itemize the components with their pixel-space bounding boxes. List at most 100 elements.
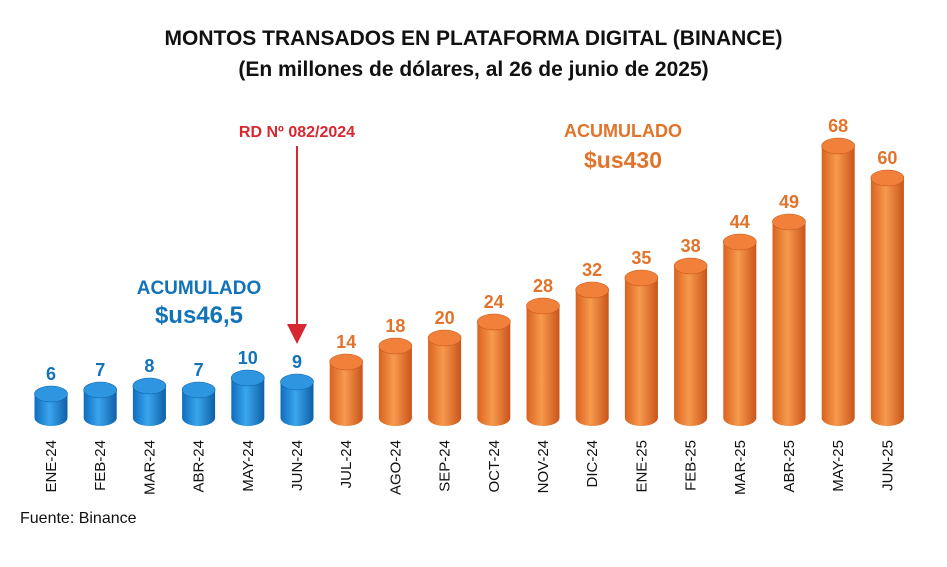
bar-cap	[722, 233, 757, 251]
bar-body	[329, 362, 363, 418]
chart-subtitle: (En millones de dólares, al 26 de junio …	[238, 58, 709, 81]
bar-body	[674, 266, 708, 418]
category-label: SEP-24	[437, 440, 454, 492]
bar-abr-25: 49 ABR-25	[772, 192, 806, 493]
bar-cap	[83, 381, 117, 399]
bar-value-label: 38	[681, 236, 701, 256]
bar-bottom	[821, 410, 855, 426]
bar-bottom	[575, 410, 609, 426]
bar-cap	[624, 269, 659, 287]
category-label: MAR-25	[732, 440, 749, 495]
bar-cap	[132, 377, 167, 395]
bar-body	[477, 322, 511, 418]
category-label: FEB-24	[92, 440, 109, 491]
bar-bottom	[231, 410, 265, 426]
bar-cap	[329, 353, 364, 371]
category-label: MAY-24	[240, 440, 257, 492]
bar-mar-25: 44 MAR-25	[722, 212, 757, 495]
bar-oct-24: 24 OCT-24	[476, 292, 511, 493]
bar-mar-24: 8 MAR-24	[132, 356, 167, 495]
bar-may-25: 68 MAY-25	[821, 116, 856, 492]
bar-ene-25: 35 ENE-25	[624, 248, 659, 493]
cut-off-text-line	[0, 561, 947, 567]
bar-value-label: 68	[828, 116, 848, 136]
bar-jun-25: 60 JUN-25	[870, 148, 905, 491]
bar-bottom	[723, 410, 757, 426]
bar-jun-24: 9 JUN-24	[280, 352, 314, 491]
category-label: JUN-25	[879, 440, 896, 491]
category-label: ENE-24	[43, 440, 60, 493]
bar-value-label: 7	[95, 360, 105, 380]
bar-cap	[673, 257, 708, 275]
bar-value-label: 9	[292, 352, 302, 372]
source-note: Fuente: Binance	[20, 510, 137, 527]
bar-cap	[821, 137, 856, 155]
bar-cap	[231, 369, 265, 387]
bar-value-label: 14	[336, 332, 356, 352]
bar-bottom	[428, 410, 462, 426]
bar-cap	[378, 337, 413, 355]
cumulative-blue-label: ACUMULADO	[137, 278, 262, 299]
bar-cap	[526, 297, 560, 315]
category-label: JUN-24	[289, 440, 306, 491]
bar-value-label: 20	[435, 308, 455, 328]
bar-bottom	[132, 410, 166, 426]
annotations-group: RD Nº 082/2024 ACUMULADO $us46,5 ACUMULADO $…	[137, 121, 682, 344]
category-label: MAR-24	[141, 440, 158, 495]
bar-cap	[772, 213, 806, 231]
bar-bottom	[182, 410, 216, 426]
bar-body	[428, 338, 462, 418]
bar-cap	[575, 281, 610, 299]
bar-dic-24: 32 DIC-24	[575, 260, 610, 488]
bar-bottom	[280, 410, 314, 426]
cumulative-blue-value: $us46,5	[155, 302, 243, 329]
bar-value-label: 10	[238, 348, 258, 368]
bar-cap	[34, 385, 68, 403]
bar-bottom	[378, 410, 412, 426]
bar-ene-24: 6 ENE-24	[34, 364, 68, 493]
bar-body	[870, 178, 904, 418]
bar-value-label: 28	[533, 276, 553, 296]
bar-cap	[870, 169, 905, 187]
bar-value-label: 7	[194, 360, 204, 380]
bar-body	[772, 222, 806, 418]
bar-bottom	[83, 410, 117, 426]
bar-value-label: 35	[631, 248, 651, 268]
bar-value-label: 44	[730, 212, 750, 232]
bar-abr-24: 7 ABR-24	[181, 360, 216, 493]
bar-ago-24: 18 AGO-24	[378, 316, 413, 495]
bar-body	[378, 346, 412, 418]
bars-group: 6 ENE-24 7 FEB-24 8 MAR-24 7 ABR-24 10 MAY-24 9 JUN…	[34, 116, 905, 495]
category-label: MAY-25	[830, 440, 847, 492]
bar-nov-24: 28 NOV-24	[526, 276, 560, 493]
bar-bottom	[329, 410, 363, 426]
category-label: ENE-25	[633, 440, 650, 493]
cumulative-orange-label: ACUMULADO	[564, 121, 682, 141]
bar-bottom	[772, 410, 806, 426]
bar-jul-24: 14 JUL-24	[329, 332, 364, 488]
regulation-label: RD Nº 082/2024	[239, 124, 355, 141]
bar-cap	[427, 329, 462, 347]
bar-value-label: 49	[779, 192, 799, 212]
bar-bottom	[477, 410, 511, 426]
category-label: ABR-24	[191, 440, 208, 493]
bar-value-label: 24	[484, 292, 504, 312]
category-label: AGO-24	[387, 440, 404, 495]
bar-cap	[476, 313, 511, 331]
category-label: DIC-24	[584, 440, 601, 488]
bar-body	[821, 146, 855, 418]
bar-body	[624, 278, 658, 418]
category-label: NOV-24	[535, 440, 552, 493]
bar-bottom	[624, 410, 658, 426]
chart-title: MONTOS TRANSADOS EN PLATAFORMA DIGITAL (…	[164, 27, 783, 50]
bar-value-label: 8	[144, 356, 154, 376]
bar-feb-25: 38 FEB-25	[673, 236, 708, 491]
bar-value-label: 18	[385, 316, 405, 336]
category-label: ABR-25	[781, 440, 798, 493]
bar-value-label: 32	[582, 260, 602, 280]
bar-may-24: 10 MAY-24	[231, 348, 265, 492]
bar-bottom	[34, 410, 68, 426]
cumulative-orange-value: $us430	[584, 147, 662, 173]
bar-body	[575, 290, 609, 418]
